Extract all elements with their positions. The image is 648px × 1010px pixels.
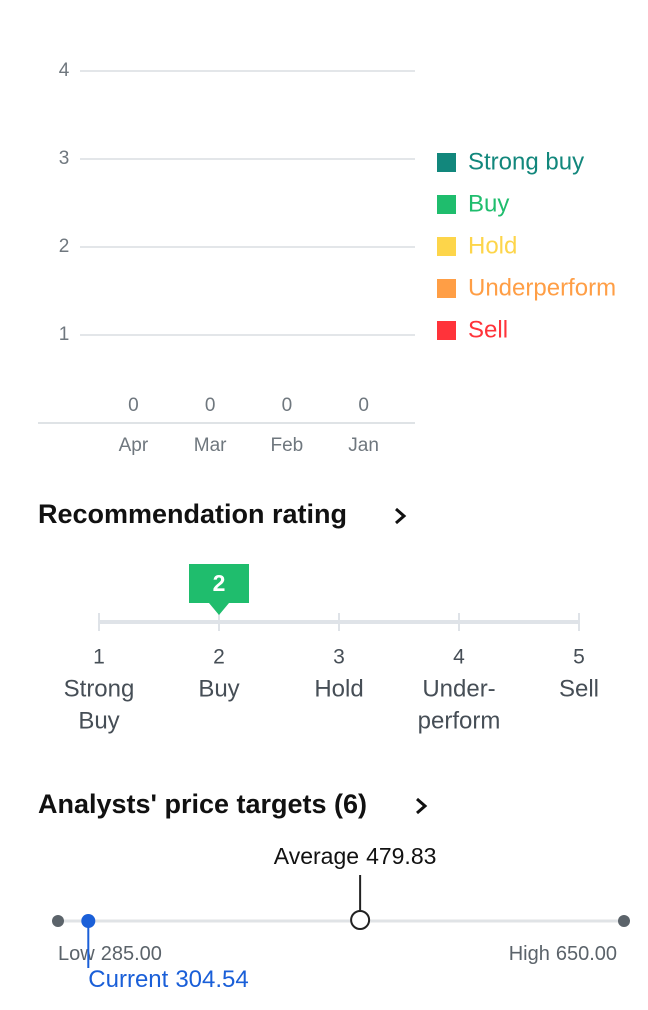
average-value: 479.83 [366, 843, 436, 869]
rating-label: Buy [78, 707, 119, 734]
rating-number: 5 [573, 646, 585, 669]
low-value: 285.00 [101, 943, 162, 965]
high-name: High [509, 943, 550, 965]
x-tick-label: Apr [119, 435, 149, 456]
low-label: Low 285.00 [58, 943, 162, 965]
legend-swatch [437, 237, 456, 256]
legend-swatch [437, 321, 456, 340]
section-title[interactable]: Recommendation rating [38, 499, 347, 529]
y-tick-label: 1 [59, 324, 70, 345]
rating-number: 1 [93, 646, 105, 669]
rating-label: Under- [422, 675, 495, 702]
rating-number: 4 [453, 646, 465, 669]
x-tick-label: Mar [194, 435, 227, 456]
average-dot [350, 910, 371, 930]
rating-badge [189, 564, 249, 615]
rating-label: Sell [559, 675, 599, 702]
current-label: Current 304.54 [88, 966, 248, 993]
rating-number: 3 [333, 646, 345, 669]
rating-label: Hold [314, 675, 363, 702]
y-tick-label: 2 [59, 236, 70, 257]
current-value: 304.54 [175, 966, 248, 993]
rating-label: perform [418, 707, 501, 734]
legend-label: Sell [468, 316, 508, 343]
legend-swatch [437, 279, 456, 298]
chevron[interactable] [416, 797, 428, 815]
high-label: High 650.00 [509, 943, 617, 965]
rating-label: Buy [198, 675, 239, 702]
total-label: 0 [205, 395, 216, 416]
legend-label: Underperform [468, 274, 616, 301]
rating-label: Strong [64, 675, 135, 702]
low-name: Low [58, 943, 95, 965]
current-name: Current [88, 966, 168, 993]
high-dot [618, 915, 630, 927]
legend-label: Buy [468, 190, 509, 217]
legend-label: Strong buy [468, 148, 584, 175]
y-tick-label: 4 [59, 60, 70, 81]
rating-number: 2 [213, 646, 225, 669]
legend-swatch [437, 153, 456, 172]
total-label: 0 [282, 395, 293, 416]
y-tick-label: 3 [59, 148, 70, 169]
average-name: Average [274, 843, 359, 869]
legend-swatch [437, 195, 456, 214]
low-dot [52, 915, 64, 927]
section-title[interactable]: Analysts' price targets (6) [38, 789, 367, 819]
x-tick-label: Jan [348, 435, 379, 456]
x-tick-label: Feb [271, 435, 304, 456]
total-label: 0 [358, 395, 369, 416]
current-dot [81, 914, 96, 928]
average-label: Average 479.83 [274, 843, 437, 869]
legend-label: Hold [468, 232, 517, 259]
chevron[interactable] [395, 507, 407, 525]
rating-badge-value: 2 [213, 570, 226, 596]
high-value: 650.00 [556, 943, 617, 965]
total-label: 0 [128, 395, 139, 416]
